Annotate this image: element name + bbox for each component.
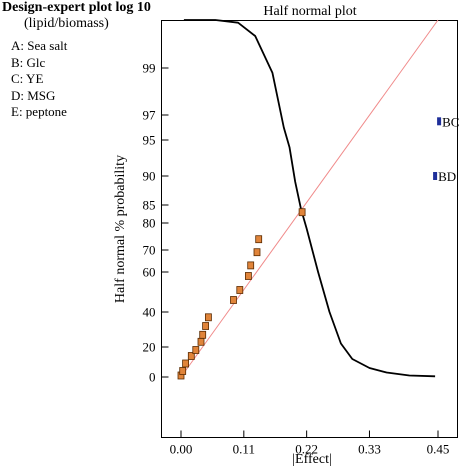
factor-item: E: peptone — [11, 104, 67, 119]
y-tick-label: 60 — [143, 265, 156, 280]
factor-item: C: YE — [11, 71, 44, 86]
factor-item: B: Glc — [11, 54, 46, 70]
y-tick-label: 40 — [143, 305, 156, 320]
y-tick-label: 95 — [143, 133, 156, 148]
legend-subtitle: (lipid/biomass) — [24, 16, 109, 31]
y-tick-label: 85 — [143, 198, 156, 213]
fit-line — [180, 19, 439, 378]
significant-point — [437, 117, 442, 126]
labeled-points-layer: BC BD — [433, 114, 459, 184]
x-axis: 0.00 0.11 0.22 0.33 0.45 — [170, 430, 450, 457]
y-tick-label: 0 — [149, 370, 156, 385]
y-tick-label: 70 — [143, 243, 156, 258]
fit-line-layer — [180, 19, 439, 378]
x-tick-label: 0.11 — [233, 442, 255, 457]
data-point — [202, 322, 210, 330]
plot-frame — [161, 20, 458, 438]
factor-item: D: MSG — [11, 87, 56, 103]
data-point — [255, 235, 263, 244]
y-tick-label: 90 — [143, 169, 156, 184]
data-point — [199, 330, 207, 339]
factor-list: A: Sea salt B: Glc C: YE D: MSG E: pepto… — [2, 38, 152, 121]
x-tick-label: 0.45 — [427, 442, 450, 457]
y-tick-label: 20 — [143, 340, 156, 355]
data-point — [179, 367, 187, 375]
y-tick-label: 80 — [143, 216, 156, 231]
legend: Design-expert plot log 10 (lipid/biomass… — [2, 0, 152, 121]
data-point — [230, 296, 237, 304]
data-point — [197, 337, 205, 346]
data-point — [187, 352, 195, 360]
points-layer — [177, 208, 306, 380]
data-point — [298, 208, 306, 217]
point-label: BC — [442, 114, 459, 129]
factor-item: A: Sea salt — [11, 38, 68, 53]
data-point — [253, 248, 261, 257]
significant-point — [433, 172, 438, 180]
legend-title: Design-expert plot log 10 — [2, 0, 151, 15]
y-axis-label: Half normal % probability — [113, 155, 128, 303]
data-point — [244, 272, 252, 280]
x-tick-label: 0.00 — [170, 442, 193, 457]
y-tick-label: 99 — [143, 61, 156, 76]
data-point — [192, 346, 200, 354]
data-point — [182, 359, 190, 368]
y-axis: 0 20 40 60 70 80 85 90 95 97 99 — [143, 61, 169, 385]
point-label: BD — [438, 169, 456, 184]
y-tick-label: 97 — [143, 108, 157, 123]
data-point — [204, 313, 212, 322]
x-axis-label: |Effect| — [292, 452, 332, 467]
curve-layer — [183, 19, 436, 378]
response-curve — [183, 19, 436, 378]
x-tick-label: 0.33 — [358, 442, 381, 457]
x-tick-label: 0.22 — [295, 442, 318, 457]
data-point — [236, 286, 244, 294]
chart-title: Half normal plot — [263, 4, 356, 19]
data-point — [247, 261, 255, 270]
